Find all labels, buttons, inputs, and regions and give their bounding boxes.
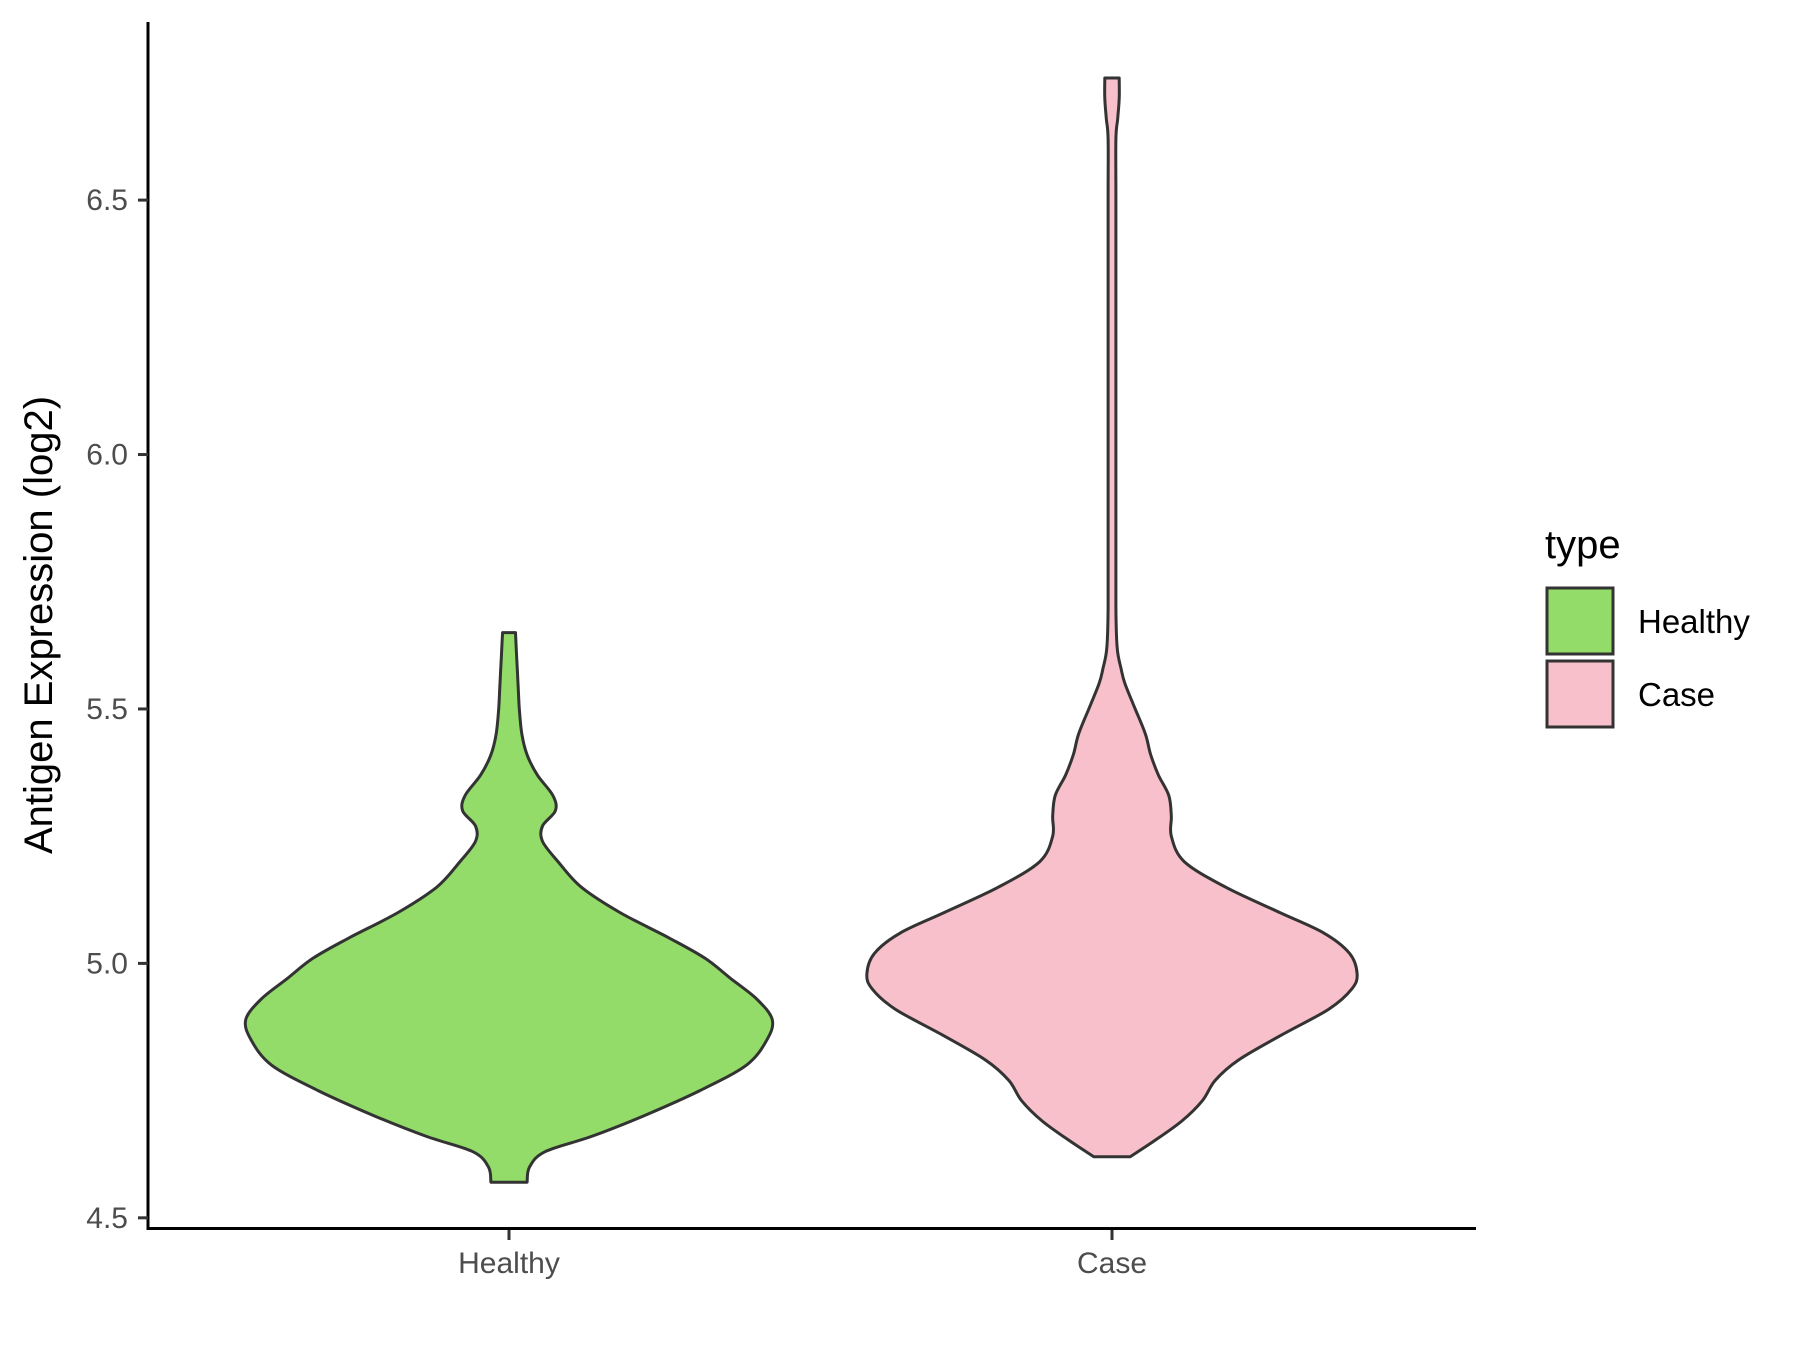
legend-label-healthy: Healthy <box>1638 603 1750 640</box>
x-tick-label-healthy: Healthy <box>458 1247 560 1280</box>
legend: type Healthy Case <box>1545 523 1750 729</box>
legend-entries: Healthy Case <box>1545 586 1750 729</box>
y-axis-title: Antigen Expression (log2) <box>17 396 61 854</box>
x-ticks: Healthy Case <box>458 1230 1147 1280</box>
violin-healthy <box>243 631 775 1184</box>
legend-swatch-case <box>1545 659 1615 729</box>
legend-title: type <box>1545 523 1621 567</box>
axes <box>146 22 1476 1230</box>
violin-layer <box>243 76 1359 1184</box>
y-tick-label: 6.0 <box>86 439 128 472</box>
y-tick-label: 6.5 <box>86 184 128 217</box>
legend-label-case: Case <box>1638 676 1715 713</box>
y-tick-label: 5.0 <box>86 947 128 980</box>
y-tick-label: 4.5 <box>86 1202 128 1235</box>
violin-case <box>865 76 1359 1159</box>
legend-swatch-healthy <box>1545 586 1615 656</box>
y-ticks: 4.5 5.0 5.5 6.0 6.5 <box>86 184 148 1235</box>
y-tick-label: 5.5 <box>86 693 128 726</box>
x-tick-label-case: Case <box>1077 1247 1147 1280</box>
